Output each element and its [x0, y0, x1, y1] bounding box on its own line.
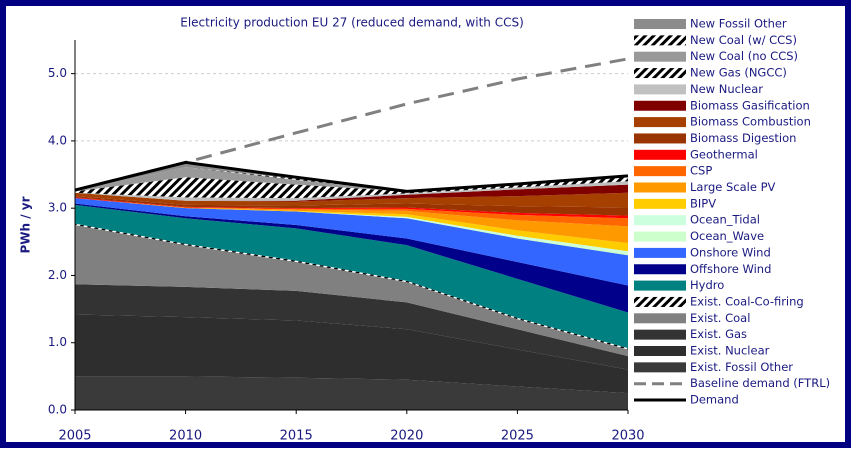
legend-label: New Coal (no CCS) — [690, 49, 798, 63]
legend-swatch — [634, 149, 686, 160]
legend-swatch — [634, 280, 686, 291]
legend-swatch — [634, 362, 686, 373]
legend-label: Hydro — [690, 278, 724, 292]
x-tick-label: 2005 — [58, 429, 91, 444]
area — [75, 175, 628, 199]
y-tick-label: 1.0 — [48, 335, 67, 349]
legend-label: Offshore Wind — [690, 262, 771, 276]
legend-label: New Gas (NGCC) — [690, 66, 787, 80]
area — [75, 196, 628, 216]
legend-swatch — [634, 296, 686, 307]
legend-swatch — [634, 182, 686, 193]
chart-title: Electricity production EU 27 (reduced de… — [180, 16, 524, 30]
y-tick-label: 2.0 — [48, 268, 67, 282]
legend-label: Biomass Combustion — [690, 115, 811, 129]
legend-swatch — [634, 346, 686, 356]
x-tick-label: 2010 — [169, 429, 202, 444]
area — [75, 314, 628, 394]
legend-label: Baseline demand (FTRL) — [690, 376, 830, 390]
legend-label: Demand — [690, 393, 739, 407]
legend-swatch — [634, 68, 686, 79]
legend-swatch — [634, 84, 686, 95]
legend-label: Exist. Coal-Co-firing — [690, 294, 804, 308]
legend-label: Ocean_Wave — [690, 229, 764, 243]
area — [75, 284, 628, 370]
legend-swatch — [634, 198, 686, 209]
y-tick-label: 4.0 — [48, 133, 67, 147]
legend-label: New Fossil Other — [690, 17, 787, 31]
legend-swatch — [634, 215, 686, 226]
y-axis-label: PWh / yr — [19, 196, 33, 253]
legend-swatch — [634, 133, 686, 144]
legend-swatch — [634, 117, 686, 128]
y-tick-label: 5.0 — [48, 66, 67, 80]
x-tick-label: 2025 — [501, 429, 534, 444]
legend-swatch — [634, 35, 686, 46]
legend-swatch — [634, 166, 686, 177]
line — [74, 160, 629, 193]
y-tick-label: 0.0 — [48, 403, 67, 417]
legend-swatch — [634, 313, 686, 324]
legend-label: New Nuclear — [690, 82, 763, 96]
legend-swatch — [634, 51, 686, 62]
legend-swatch — [634, 264, 686, 275]
x-tick-label: 2020 — [390, 429, 423, 444]
y-tick-label: 3.0 — [48, 201, 67, 215]
legend-label: Biomass Digestion — [690, 131, 796, 145]
legend-swatch — [634, 100, 686, 111]
legend-swatch — [634, 247, 686, 258]
area — [75, 181, 628, 201]
legend-label: Geothermal — [690, 147, 758, 161]
area — [75, 225, 628, 357]
x-tick-label: 2015 — [280, 429, 313, 444]
legend-label: Exist. Coal — [690, 311, 750, 325]
area — [75, 198, 628, 286]
legend-label: Biomass Gasification — [690, 98, 810, 112]
legend-label: Exist. Nuclear — [690, 344, 770, 358]
area — [75, 204, 628, 349]
legend-label: Ocean_Tidal — [690, 213, 760, 227]
area — [75, 167, 628, 192]
legend-swatch — [634, 329, 686, 340]
legend-label: CSP — [690, 164, 712, 178]
area — [75, 198, 628, 244]
area — [75, 376, 628, 410]
legend-label: New Coal (w/ CCS) — [690, 33, 797, 47]
x-tick-label: 2030 — [611, 429, 644, 444]
legend-label: Large Scale PV — [690, 180, 776, 194]
legend-label: BIPV — [690, 196, 716, 210]
legend-label: Exist. Gas — [690, 327, 747, 341]
legend-swatch — [634, 231, 686, 242]
line — [74, 57, 629, 192]
legend-swatch — [634, 19, 686, 29]
legend-label: Onshore Wind — [690, 245, 771, 259]
area — [75, 192, 628, 208]
area — [75, 184, 628, 202]
legend-label: Exist. Fossil Other — [690, 360, 793, 374]
